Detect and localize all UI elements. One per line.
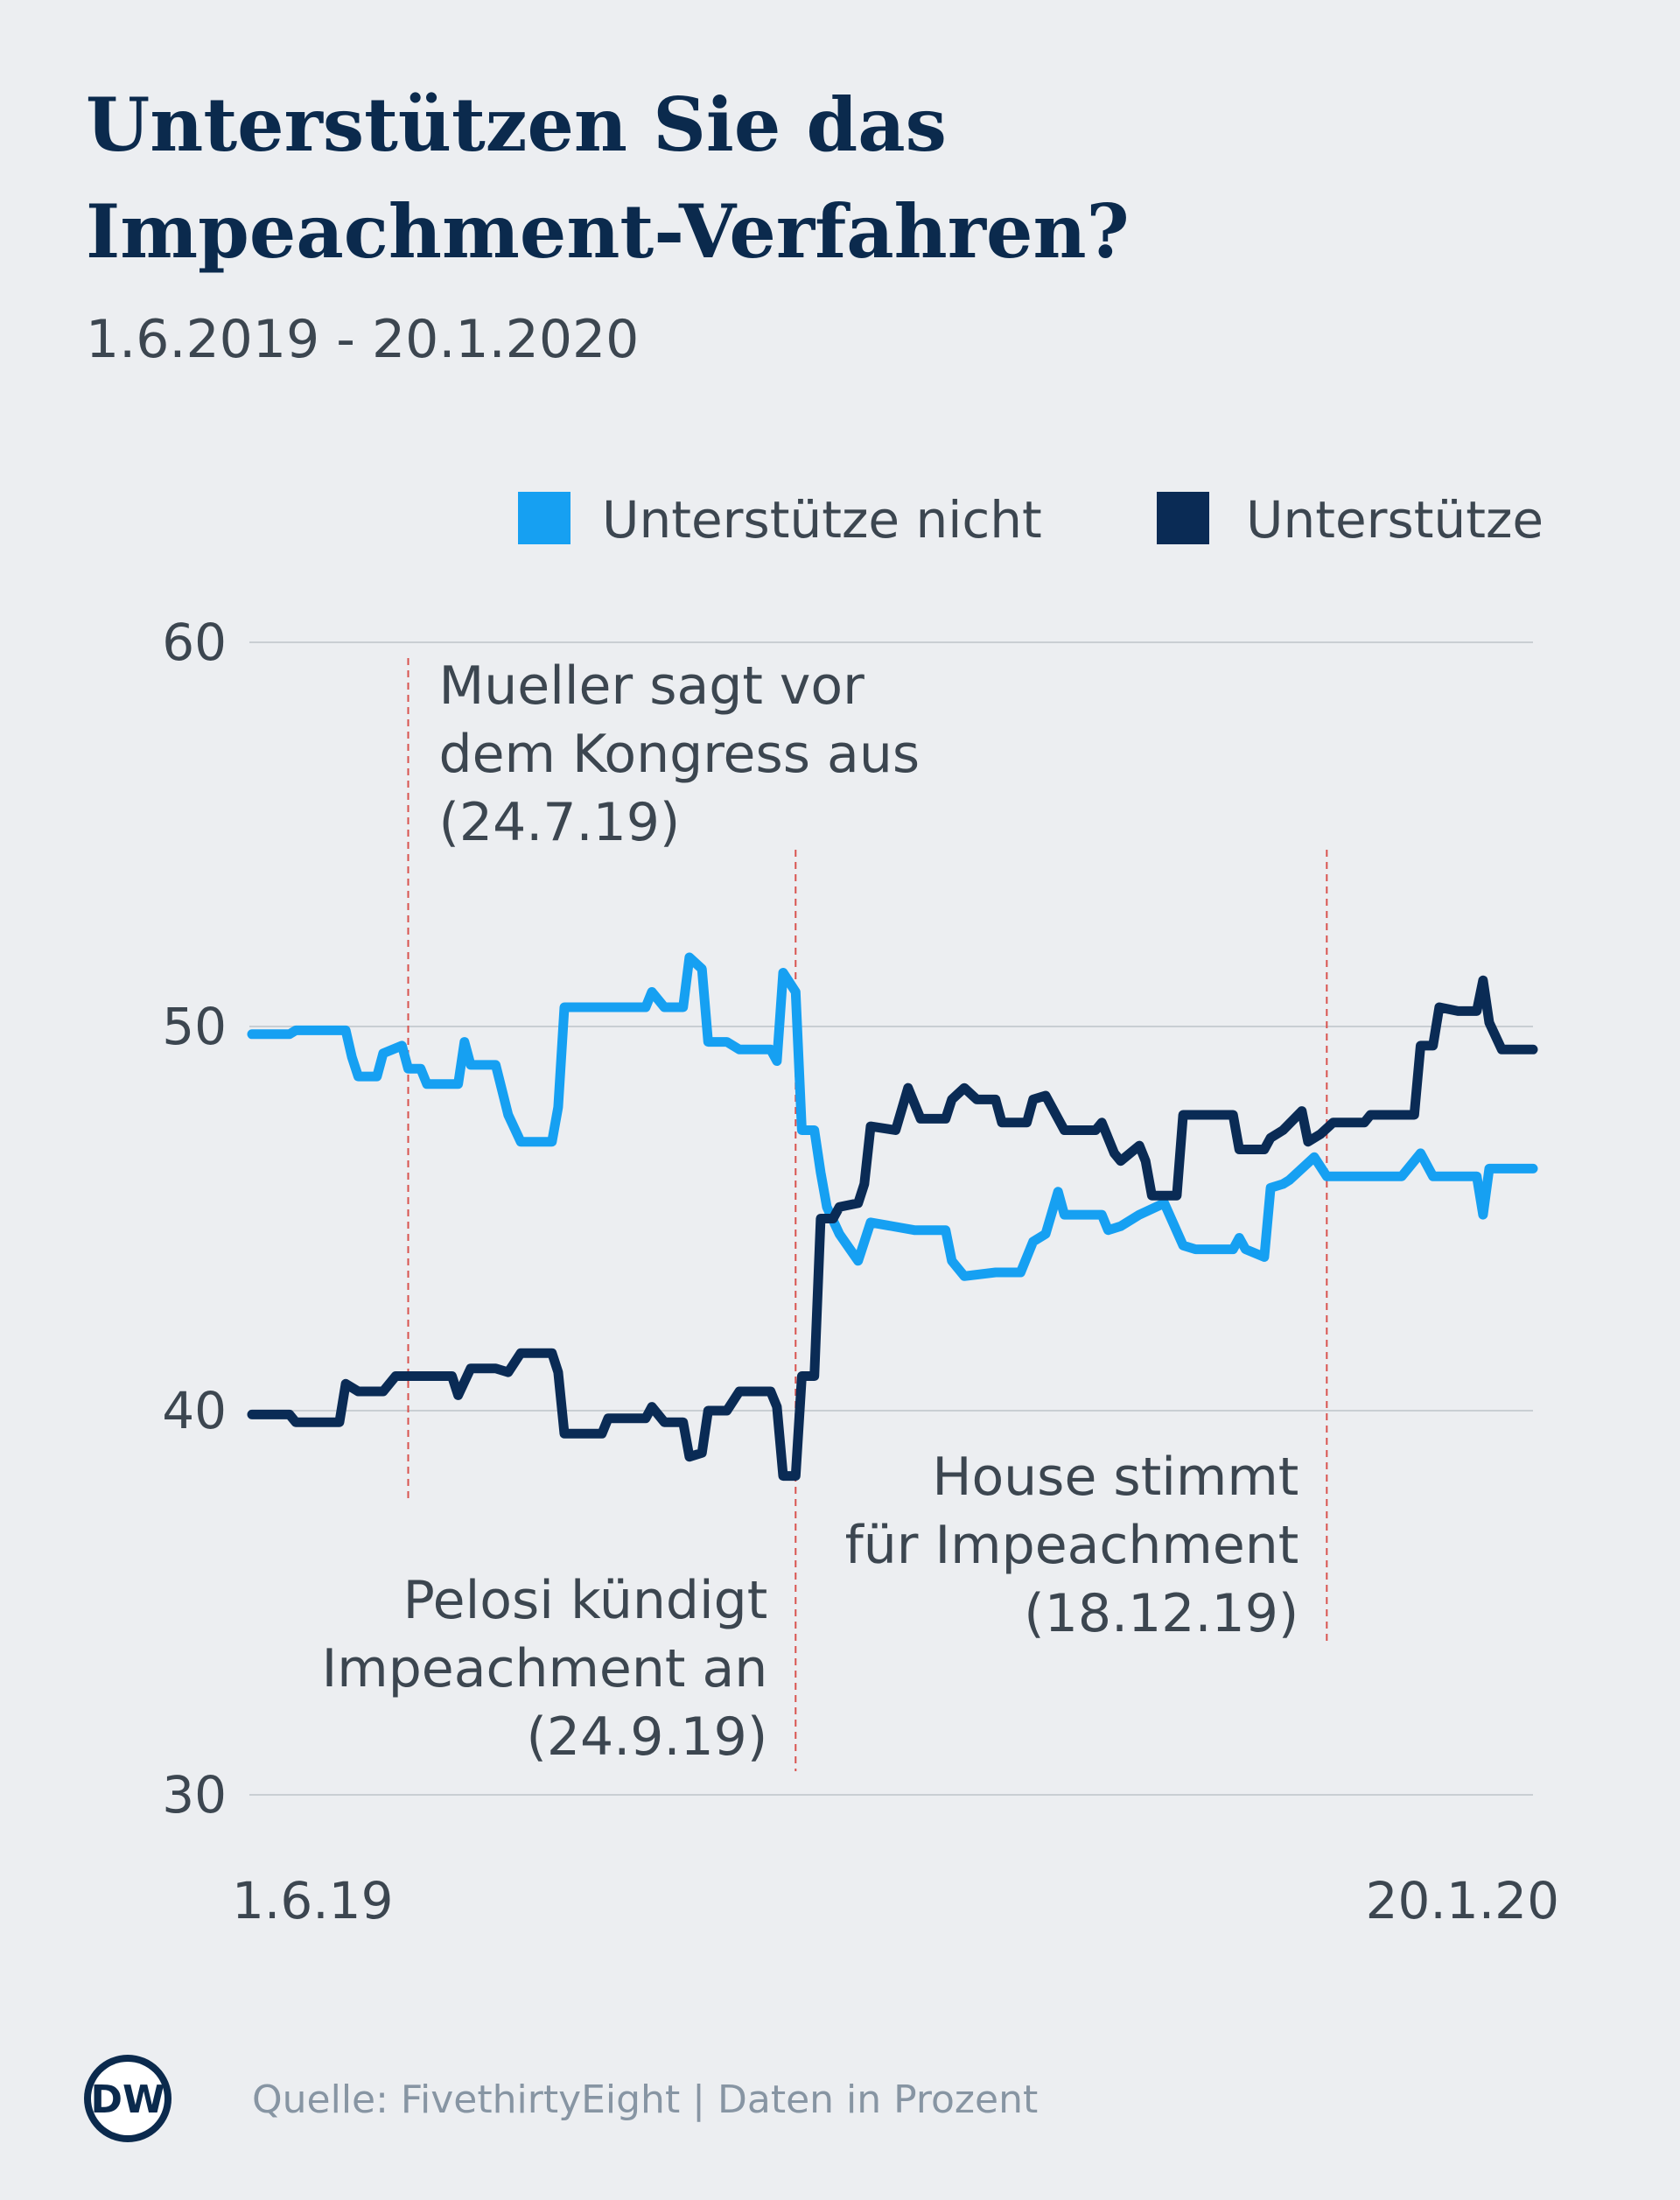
annotation: (24.9.19) xyxy=(526,1706,767,1768)
annotation: Pelosi kündigt xyxy=(403,1570,768,1631)
annotation: dem Kongress aus xyxy=(439,724,920,785)
annotation: Mueller sagt vor xyxy=(439,655,865,717)
legend-label: Unterstütze xyxy=(1246,490,1544,550)
annotation: House stimmt xyxy=(932,1447,1298,1508)
chart-title: Unterstützen Sie das xyxy=(86,81,947,168)
y-tick-label: 60 xyxy=(162,613,227,672)
logo: DW xyxy=(90,2077,164,2122)
chart-subtitle: 1.6.2019 - 20.1.2020 xyxy=(86,309,639,370)
series-line xyxy=(247,952,1538,1281)
annotation: für Impeachment xyxy=(845,1515,1299,1576)
x-tick-label: 20.1.20 xyxy=(1366,1871,1559,1930)
legend-label: Unterstütze nicht xyxy=(602,490,1042,550)
logo-ring xyxy=(91,2062,164,2135)
y-tick-label: 40 xyxy=(162,1381,227,1440)
annotation: (24.7.19) xyxy=(439,792,681,853)
annotation: (18.12.19) xyxy=(1024,1583,1298,1644)
legend-swatch xyxy=(518,492,570,544)
series-line xyxy=(247,975,1538,1482)
source: Quelle: FivethirtyEight | Daten in Proze… xyxy=(252,2077,1038,2122)
x-tick-label: 1.6.19 xyxy=(232,1871,393,1930)
chart-title: Impeachment-Verfahren? xyxy=(86,188,1130,275)
y-tick-label: 50 xyxy=(162,997,227,1056)
annotation: Impeachment an xyxy=(322,1638,768,1699)
y-tick-label: 30 xyxy=(162,1765,227,1825)
legend-swatch xyxy=(1157,492,1209,544)
